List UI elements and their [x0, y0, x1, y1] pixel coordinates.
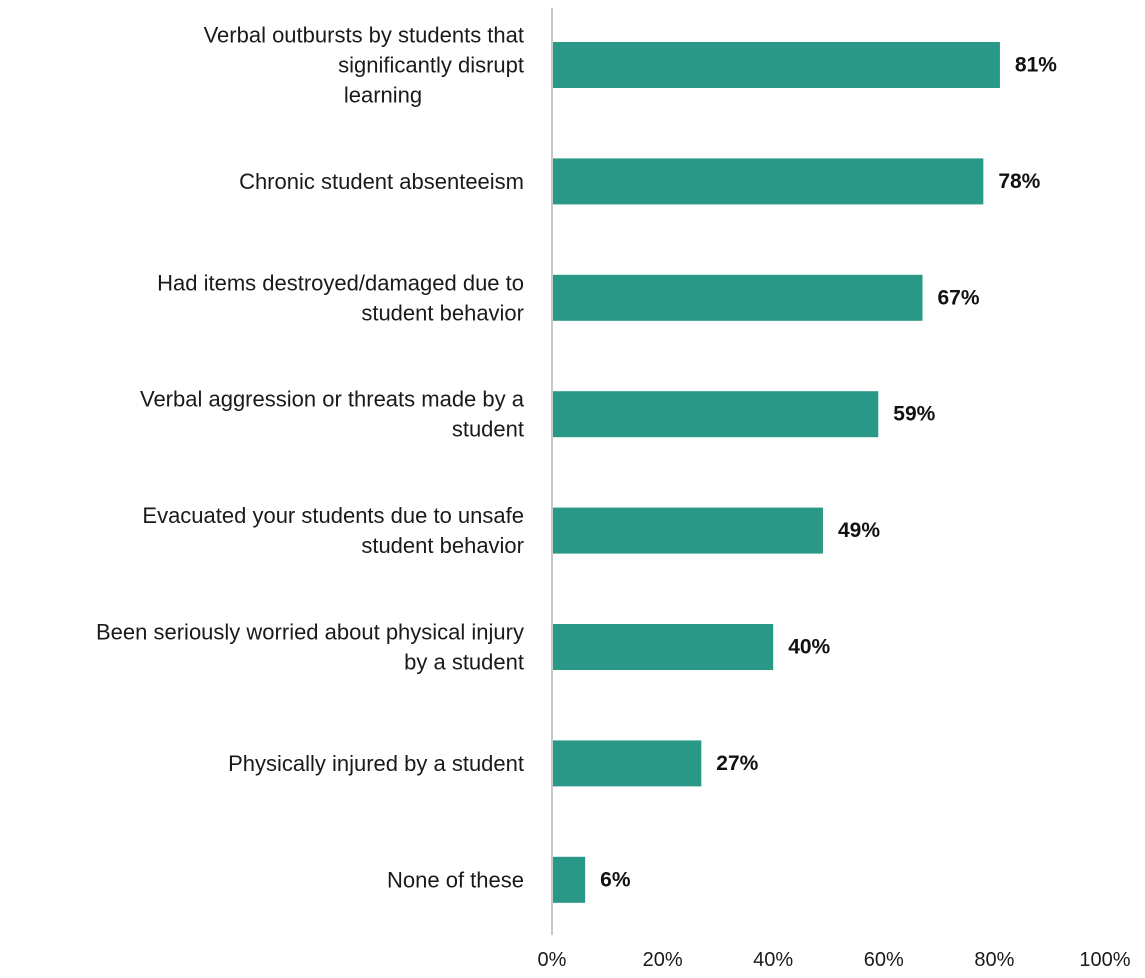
bar	[553, 624, 774, 670]
bar	[553, 740, 702, 787]
x-tick-labels-group: 0% 20% 40% 60% 80% 100%	[538, 949, 1131, 971]
x-tick-label: 100%	[1079, 949, 1130, 971]
bars-group	[553, 42, 1000, 903]
category-label: Been seriously worried about physical in…	[96, 620, 524, 675]
category-label-line: Verbal outbursts by students that	[204, 23, 524, 48]
category-label: Had items destroyed/damaged due to studen…	[157, 270, 524, 325]
category-label-line: learning	[344, 83, 422, 108]
value-label: 59%	[893, 403, 935, 426]
category-label-line: by a student	[404, 650, 524, 675]
category-label-line: Verbal aggression or threats made by a	[140, 387, 525, 412]
value-label: 78%	[998, 170, 1040, 193]
category-label: Verbal aggression or threats made by a st…	[140, 387, 525, 442]
category-label-line: None of these	[387, 867, 524, 892]
value-labels-group: 81% 78% 67% 59% 49% 40% 27% 6%	[600, 54, 1057, 892]
category-label: Verbal outbursts by students that signifi…	[204, 23, 524, 108]
bar	[553, 42, 1000, 88]
bar	[553, 856, 586, 903]
bar	[553, 507, 823, 554]
category-label: Physically injured by a student	[228, 751, 524, 776]
category-label-line: Evacuated your students due to unsafe	[142, 503, 524, 528]
category-label-line: student behavior	[361, 300, 524, 325]
category-label: Evacuated your students due to unsafe stu…	[142, 503, 524, 558]
category-labels-group: Verbal outbursts by students that signifi…	[96, 23, 525, 893]
category-label-line: student behavior	[361, 533, 524, 558]
bar	[553, 158, 984, 205]
category-label-line: Had items destroyed/damaged due to	[157, 270, 524, 295]
category-label-line: significantly disrupt	[338, 53, 524, 78]
x-tick-label: 0%	[538, 949, 567, 971]
value-label: 6%	[600, 868, 631, 891]
bar	[553, 391, 879, 438]
category-label-line: Physically injured by a student	[228, 751, 524, 776]
x-tick-label: 80%	[974, 949, 1014, 971]
category-label-line: Been seriously worried about physical in…	[96, 620, 524, 645]
category-label-line: student	[452, 417, 524, 442]
value-label: 67%	[938, 286, 980, 309]
category-label: None of these	[387, 867, 524, 892]
category-label: Chronic student absenteeism	[239, 169, 524, 194]
x-tick-label: 60%	[864, 949, 904, 971]
x-tick-label: 40%	[753, 949, 793, 971]
value-label: 27%	[716, 752, 758, 775]
value-label: 49%	[838, 519, 880, 542]
value-label: 40%	[788, 636, 830, 659]
x-tick-label: 20%	[643, 949, 683, 971]
bar	[553, 274, 923, 321]
value-label: 81%	[1015, 54, 1057, 77]
category-label-line: Chronic student absenteeism	[239, 169, 524, 194]
